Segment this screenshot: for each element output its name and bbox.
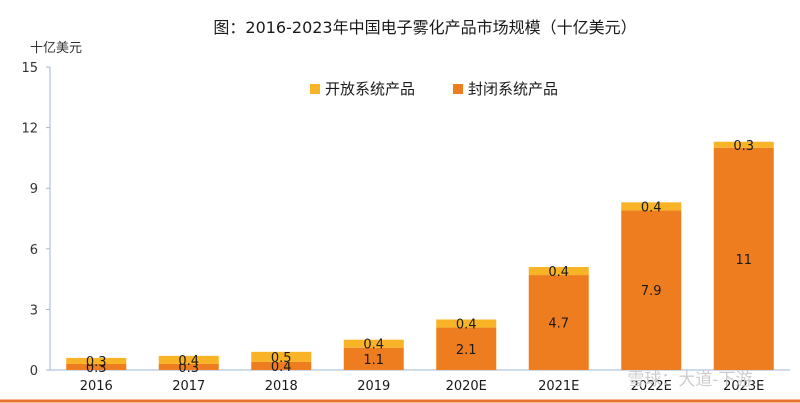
data-label: 0.4: [271, 360, 292, 375]
y-tick-label: 3: [30, 303, 38, 318]
data-label: 0.4: [363, 338, 384, 353]
bar-segment: [621, 210, 682, 370]
bar-segment: [436, 319, 497, 328]
bar-segment: [528, 275, 589, 370]
legend: 开放系统产品 封闭系统产品: [310, 80, 558, 98]
y-axis-unit-label: 十亿美元: [30, 41, 82, 56]
y-tick-label: 15: [21, 61, 38, 76]
legend-label: 封闭系统产品: [468, 80, 558, 98]
x-axis: 2016 2017 2018 2019 2020E 2021E 2022E 2023E: [80, 379, 765, 394]
data-label: 1.1: [363, 353, 384, 368]
legend-swatch: [310, 84, 320, 94]
y-tick-label: 6: [30, 243, 38, 258]
y-tick-label: 0: [30, 364, 38, 379]
x-tick-label: 2022E: [631, 379, 672, 394]
data-label: 0.5: [271, 351, 292, 366]
bar-segment: [158, 363, 219, 370]
x-tick-label: 2021E: [538, 379, 579, 394]
data-label: 11: [735, 253, 752, 268]
x-tick-label: 2016: [80, 379, 113, 394]
bar-segment: [343, 347, 404, 370]
data-label: 0.3: [86, 361, 107, 376]
legend-swatch: [453, 84, 463, 94]
x-tick-label: 2017: [172, 379, 205, 394]
bars: 0.30.3 0.30.4 0.40.5 1.10.4 2.10.4 4.70.47.90…: [66, 139, 774, 376]
bar-segment: [158, 355, 219, 364]
x-tick-label: 2023E: [723, 379, 764, 394]
bar-segment: [251, 351, 312, 362]
bar-segment: [713, 141, 774, 148]
bar-segment: [528, 266, 589, 276]
y-tick-label: 9: [30, 182, 38, 197]
data-label: 4.7: [548, 317, 569, 332]
bar-segment: [436, 327, 497, 370]
chart-title: 图：2016-2023年中国电子雾化产品市场规模（十亿美元）: [213, 18, 636, 37]
data-label: 0.3: [86, 355, 107, 370]
bar-segment: [66, 363, 127, 370]
data-label: 0.3: [733, 139, 754, 154]
x-tick-label: 2020E: [446, 379, 487, 394]
data-label: 0.3: [178, 361, 199, 376]
bar-segment: [713, 147, 774, 370]
bar-segment: [66, 357, 127, 364]
bar-segment: [343, 339, 404, 348]
data-label: 7.9: [641, 284, 662, 299]
data-label: 2.1: [456, 343, 477, 358]
data-label: 0.4: [178, 354, 199, 369]
y-tick-label: 12: [21, 122, 38, 137]
x-tick-label: 2018: [265, 379, 298, 394]
x-tick-label: 2019: [357, 379, 390, 394]
bar-segment: [621, 202, 682, 211]
watermark-text: 雪球：大道-下游: [627, 370, 752, 390]
data-label: 0.4: [641, 200, 662, 215]
data-label: 0.4: [548, 265, 569, 280]
legend-label: 开放系统产品: [325, 80, 415, 98]
data-label: 0.4: [456, 318, 477, 333]
bar-segment: [251, 361, 312, 370]
